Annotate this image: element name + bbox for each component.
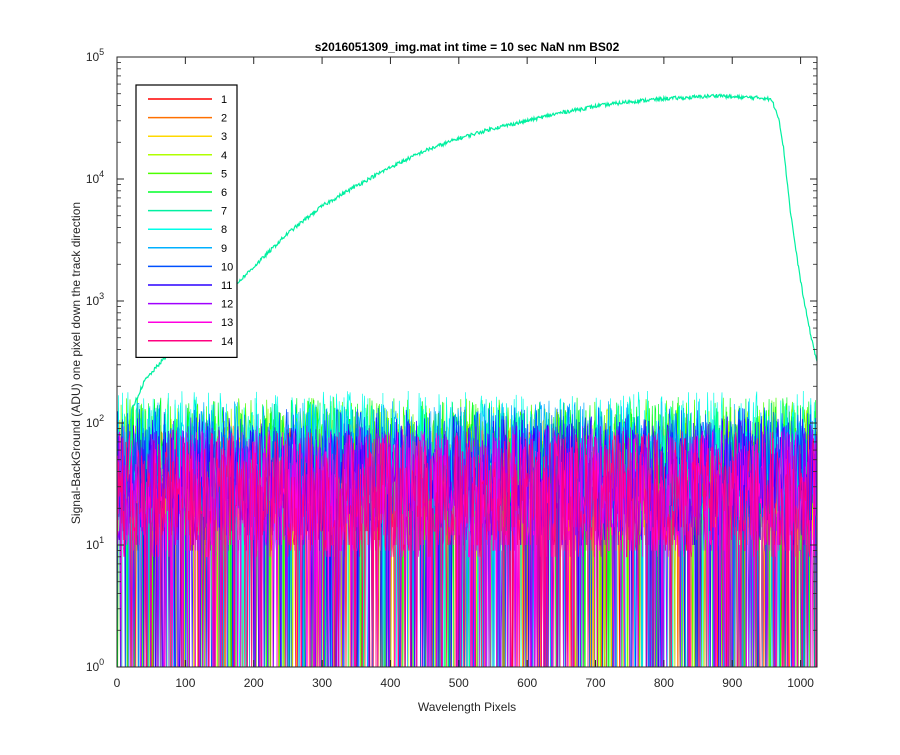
series-line-7 bbox=[128, 93, 817, 470]
x-tick-label: 0 bbox=[114, 676, 121, 690]
series-line-14 bbox=[117, 430, 817, 667]
legend-label-1: 1 bbox=[221, 94, 227, 106]
y-tick-label: 102 bbox=[86, 413, 104, 430]
legend-box bbox=[135, 84, 238, 358]
legend-label-4: 4 bbox=[221, 150, 227, 162]
y-axis-label: Signal-BackGround (ADU) one pixel down t… bbox=[69, 202, 83, 524]
legend-label-9: 9 bbox=[221, 243, 227, 255]
x-tick-label: 200 bbox=[244, 676, 264, 690]
legend-label-11: 11 bbox=[221, 280, 232, 292]
x-tick-label: 700 bbox=[586, 676, 606, 690]
legend-label-7: 7 bbox=[221, 206, 227, 218]
series-layer bbox=[117, 93, 817, 667]
legend-label-10: 10 bbox=[221, 261, 233, 273]
x-tick-label: 400 bbox=[380, 676, 400, 690]
x-tick-label: 300 bbox=[312, 676, 332, 690]
chart-title: s2016051309_img.mat int time = 10 sec Na… bbox=[315, 40, 620, 54]
axes-box bbox=[116, 56, 818, 668]
y-tick-label: 100 bbox=[86, 657, 104, 674]
legend-label-6: 6 bbox=[221, 187, 227, 199]
legend-label-3: 3 bbox=[221, 131, 227, 143]
legend-label-8: 8 bbox=[221, 224, 227, 236]
x-tick-label: 600 bbox=[517, 676, 537, 690]
legend-label-14: 14 bbox=[221, 336, 233, 348]
legend-label-12: 12 bbox=[221, 299, 233, 311]
x-tick-label: 900 bbox=[722, 676, 742, 690]
legend-label-5: 5 bbox=[221, 168, 227, 180]
legend-label-13: 13 bbox=[221, 317, 233, 329]
x-tick-label: 100 bbox=[175, 676, 195, 690]
x-tick-label: 500 bbox=[449, 676, 469, 690]
y-tick-label: 103 bbox=[86, 291, 104, 308]
x-tick-label: 800 bbox=[654, 676, 674, 690]
y-tick-label: 105 bbox=[86, 47, 104, 64]
x-tick-label: 1000 bbox=[787, 676, 814, 690]
y-tick-label: 101 bbox=[86, 535, 104, 552]
y-tick-label: 104 bbox=[86, 169, 104, 186]
x-axis-label: Wavelength Pixels bbox=[418, 700, 516, 714]
legend-label-2: 2 bbox=[221, 113, 227, 125]
tick-layer: 0 100 200 300 400 500 600 700 800 900 100010010110… bbox=[86, 47, 817, 690]
